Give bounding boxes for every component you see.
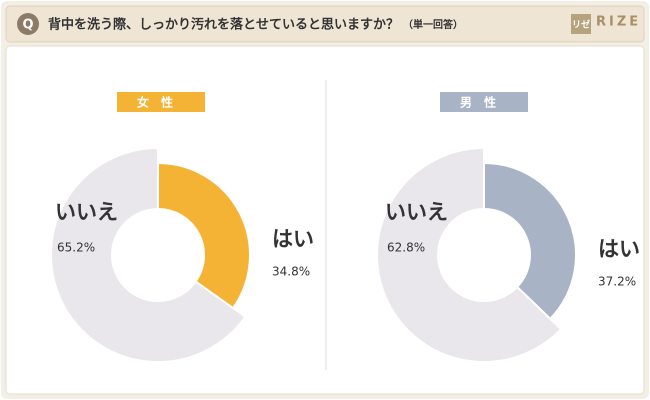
logo: RIZE [596, 15, 641, 30]
value-label: 62.8% [387, 241, 425, 255]
q-icon-text: Q [22, 18, 33, 33]
title-pill [117, 92, 205, 112]
header-bar [5, 5, 645, 43]
logo-mark: リゼ [572, 19, 590, 31]
category-label: はい [598, 237, 640, 261]
title-pill [440, 92, 528, 112]
value-label: 34.8% [272, 265, 310, 279]
value-label: 37.2% [598, 275, 636, 289]
slice [50, 146, 247, 363]
value-label: 65.2% [57, 241, 95, 255]
slice [157, 161, 251, 310]
chart-title: 女性 [137, 95, 185, 110]
q-icon [17, 13, 39, 35]
slice [376, 146, 563, 363]
category-label: いいえ [55, 200, 118, 224]
chart-title: 男性 [460, 95, 508, 110]
category-label: いいえ [385, 200, 448, 224]
category-label: はい [272, 227, 314, 251]
slice [483, 161, 577, 321]
logo-mark-box [571, 14, 591, 34]
question-note: （単一回答） [403, 18, 463, 31]
question: 背中を洗う際、しっかり汚れを落とせていると思いますか？ [48, 17, 399, 33]
